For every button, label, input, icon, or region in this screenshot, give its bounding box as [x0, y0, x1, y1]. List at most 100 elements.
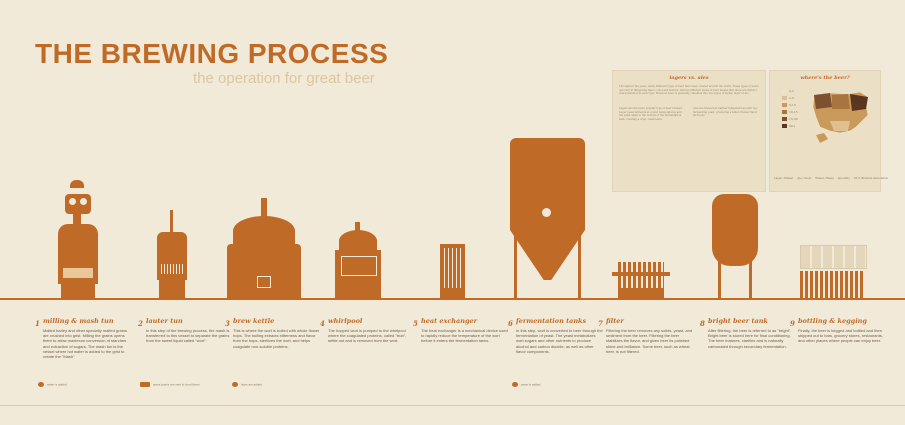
kettle-door — [257, 276, 271, 288]
step-name: lauter tun — [146, 317, 183, 325]
step-name: milling & mash tun — [43, 317, 114, 325]
cow-icon — [140, 382, 150, 387]
legend-label: 30+ — [789, 124, 796, 128]
mill-wheel-2 — [80, 198, 87, 205]
map-source: 2011 Brewers Association — [853, 177, 889, 180]
legend-swatch — [782, 96, 787, 100]
us-map-region-south — [830, 121, 850, 131]
step-number: 2 — [138, 319, 143, 328]
heat-exchanger-illustration — [440, 244, 465, 298]
fermenter-gauge — [542, 208, 551, 217]
kettle-dome — [233, 216, 295, 246]
grain-hopper — [70, 180, 84, 188]
page-title: THE BREWING PROCESS — [35, 38, 389, 69]
wheres-the-beer-panel: where's the beer? 0-2 2-5 5-10 10-15 15-30 30… — [769, 70, 888, 192]
lagers-panel-heading: lagers vs. ales — [669, 75, 709, 81]
step-name: whirlpool — [328, 317, 363, 325]
step-name: bottling & kegging — [798, 317, 867, 325]
mash-grain-bed — [63, 268, 93, 278]
note-hops-label: hops are added — [241, 382, 262, 387]
mill-wheel-1 — [69, 198, 76, 205]
page-subtitle: the operation for great beer — [193, 70, 375, 87]
step-name: brew kettle — [233, 317, 275, 325]
fermenter-leg-right — [578, 230, 581, 298]
us-map — [812, 91, 869, 143]
legend-swatch — [782, 103, 787, 107]
lagers-vs-ales-panel: lagers vs. ales Throughout the years, ma… — [612, 70, 766, 192]
legend-swatch — [782, 110, 787, 114]
step-number: 9 — [790, 319, 795, 328]
lauter-tun-illustration — [155, 210, 190, 298]
step-name: filter — [606, 317, 624, 325]
map-key-label: Wheat / Weiss — [815, 177, 834, 180]
fermentation-tank-illustration — [510, 138, 585, 298]
step-description: Malted barley and other specialty malted… — [43, 328, 127, 360]
map-key-label: Specialty — [837, 177, 850, 180]
step-name: bright beer tank — [708, 317, 768, 325]
lagers-col-left: Lagers are the more popular type of beer… — [619, 107, 683, 121]
map-legend-item: 15-30 — [782, 117, 798, 121]
whirlpool-dome — [339, 230, 377, 252]
step-description: Filtering the beer removes any solids, y… — [606, 328, 693, 354]
lagers-intro: Throughout the years, many different typ… — [619, 85, 759, 95]
bottom-divider — [0, 405, 905, 406]
filter-frame — [612, 272, 670, 276]
legend-label: 15-30 — [789, 117, 798, 121]
whirlpool-stack — [355, 222, 360, 232]
map-legend-item: 5-10 — [782, 103, 796, 107]
map-legend-item: 30+ — [782, 124, 795, 128]
fermenter-leg-left — [514, 230, 517, 298]
legend-swatch — [782, 89, 787, 93]
whirlpool-illustration — [333, 222, 383, 298]
step-number: 5 — [413, 319, 418, 328]
us-map-region-mid — [832, 94, 850, 109]
mill-body — [65, 194, 91, 214]
keg-rack — [800, 245, 867, 269]
legend-label: 0-2 — [789, 89, 794, 93]
lagers-col-right: Ales are brewed at warmer temperatures w… — [693, 107, 758, 117]
us-map-region-nw — [814, 93, 832, 109]
step-number: 7 — [598, 319, 603, 328]
us-map-region-alaska — [816, 133, 828, 143]
filter-illustration — [612, 262, 670, 298]
note-cattle-label: spent grains are sent to local farms — [153, 382, 200, 387]
heat-exchanger-plates — [444, 248, 461, 288]
bright-tank-leg-right — [749, 260, 752, 298]
step-number: 1 — [35, 319, 40, 328]
step-description: In this step of the brewing process, the… — [146, 328, 230, 344]
legend-label: 10-15 — [789, 110, 798, 114]
map-legend-item: 0-2 — [782, 89, 794, 93]
whirlpool-body — [335, 250, 381, 298]
legend-label: 5-10 — [789, 103, 796, 107]
map-key-label: Ale / Stout — [797, 177, 812, 180]
lauter-tun-legs — [159, 280, 185, 298]
yeast-icon — [512, 382, 518, 387]
bottling-kegging-illustration — [800, 245, 867, 298]
ground-line — [0, 298, 905, 300]
note-water-label: water is added — [47, 382, 67, 387]
step-name: heat exchanger — [421, 317, 478, 325]
step-number: 4 — [320, 319, 325, 328]
map-legend-item: 2-5 — [782, 96, 794, 100]
filter-base — [618, 288, 664, 298]
step-description: The hopped wort is pumped to the whirlpo… — [328, 328, 407, 344]
kettle-body — [227, 244, 301, 298]
bright-tank-leg-left — [718, 260, 721, 298]
kettle-stack — [261, 198, 267, 218]
step-name: fermentation tanks — [516, 317, 587, 325]
step-description: This is where the wort is boiled with wh… — [233, 328, 320, 349]
water-drop-icon — [38, 382, 44, 387]
mill-mash-tun-illustration — [55, 180, 100, 298]
bottle-rows — [800, 271, 865, 298]
step-description: In this step, wort is converted to beer … — [516, 328, 603, 354]
brew-kettle-illustration — [225, 198, 303, 298]
lauter-rake — [170, 210, 173, 232]
note-yeast: yeast is added — [512, 382, 540, 387]
bright-beer-tank-illustration — [712, 194, 758, 298]
note-cattle: spent grains are sent to local farms — [140, 382, 200, 387]
note-water: water is added — [38, 382, 67, 387]
note-hops: hops are added — [232, 382, 262, 387]
mill-chute — [73, 214, 81, 224]
hops-icon — [232, 382, 238, 387]
step-description: The heat exchanger is a mechanical devic… — [421, 328, 508, 344]
